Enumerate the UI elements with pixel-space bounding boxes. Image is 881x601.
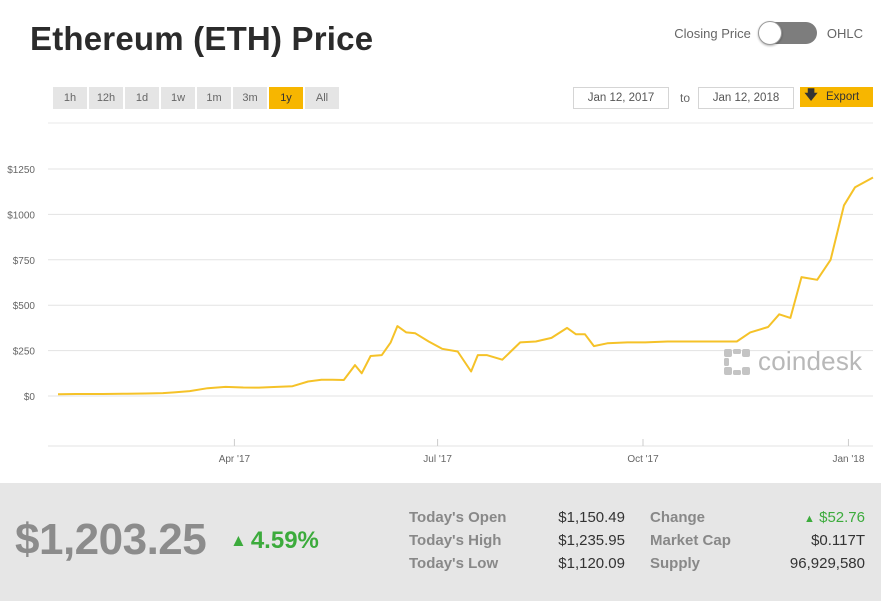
price-mode-toggle: Closing Price OHLC: [674, 21, 863, 45]
change-amount: $52.76: [819, 509, 865, 526]
supply-value: 96,929,580: [789, 555, 865, 572]
date-separator: to: [680, 91, 691, 105]
range-3m-button[interactable]: 3m: [233, 87, 267, 109]
todays-high-label: Today's High: [409, 532, 502, 549]
supply-label: Supply: [650, 555, 701, 572]
price-series-line: [57, 176, 874, 396]
export-button[interactable]: 🡇 Export: [800, 87, 873, 107]
export-label: Export: [826, 91, 860, 103]
y-tick-label: $250: [13, 347, 36, 358]
x-tick-label: Jan '18: [832, 454, 864, 465]
change-value: ▲ $52.76: [760, 509, 865, 526]
ohlc-label: OHLC: [826, 25, 863, 41]
y-tick-label: $1000: [7, 210, 35, 221]
up-triangle-icon: ▲: [230, 531, 247, 550]
price-chart: $0 $250 $500 $750 $1000 $1250 Apr '17 Jul '17 Oc…: [7, 122, 874, 465]
range-1h-button[interactable]: 1h: [53, 87, 87, 109]
range-1d-button[interactable]: 1d: [125, 87, 159, 109]
market-cap-value: $0.117T: [811, 532, 865, 549]
change-percent-value: 4.59%: [250, 527, 319, 554]
range-all-button[interactable]: All: [305, 87, 339, 109]
change-up-triangle-icon: ▲: [804, 513, 815, 525]
y-tick-label: $750: [13, 256, 36, 267]
x-tick-label: Apr '17: [219, 454, 251, 465]
range-12h-button[interactable]: 12h: [89, 87, 123, 109]
x-tick-label: Jul '17: [423, 454, 452, 465]
todays-open-label: Today's Open: [409, 509, 507, 526]
todays-low-label: Today's Low: [409, 555, 499, 572]
coindesk-logo-icon: [724, 348, 750, 375]
toggle-knob: [757, 21, 782, 45]
coindesk-watermark: coindesk: [722, 346, 862, 377]
y-tick-label: $1250: [7, 165, 35, 176]
range-1w-button[interactable]: 1w: [161, 87, 195, 109]
change-label: Change: [650, 509, 706, 526]
todays-open-value: $1,150.49: [558, 509, 625, 526]
range-1y-button[interactable]: 1y: [269, 87, 303, 109]
closing-price-label: Closing Price: [674, 25, 751, 41]
change-percent: ▲ 4.59%: [230, 527, 319, 555]
download-arrow-icon: 🡇: [804, 87, 818, 102]
page-title: Ethereum (ETH) Price: [30, 20, 374, 57]
y-tick-label: $500: [13, 301, 36, 312]
ohlc-toggle-switch[interactable]: [757, 21, 817, 45]
market-cap-label: Market Cap: [650, 532, 731, 549]
time-range-selector: 1h 12h 1d 1w 1m 3m 1y All: [53, 87, 339, 109]
range-1m-button[interactable]: 1m: [197, 87, 231, 109]
todays-low-value: $1,120.09: [558, 555, 625, 572]
date-from-input[interactable]: Jan 12, 2017: [573, 87, 669, 109]
stats-panel: $1,203.25 ▲ 4.59% Today's Open $1,150.49…: [0, 483, 881, 601]
current-price: $1,203.25: [15, 515, 207, 564]
x-tick-label: Oct '17: [627, 454, 659, 465]
y-tick-label: $0: [24, 392, 36, 403]
date-to-input[interactable]: Jan 12, 2018: [698, 87, 794, 109]
watermark-text: coindesk: [758, 346, 863, 376]
todays-high-value: $1,235.95: [558, 532, 625, 549]
